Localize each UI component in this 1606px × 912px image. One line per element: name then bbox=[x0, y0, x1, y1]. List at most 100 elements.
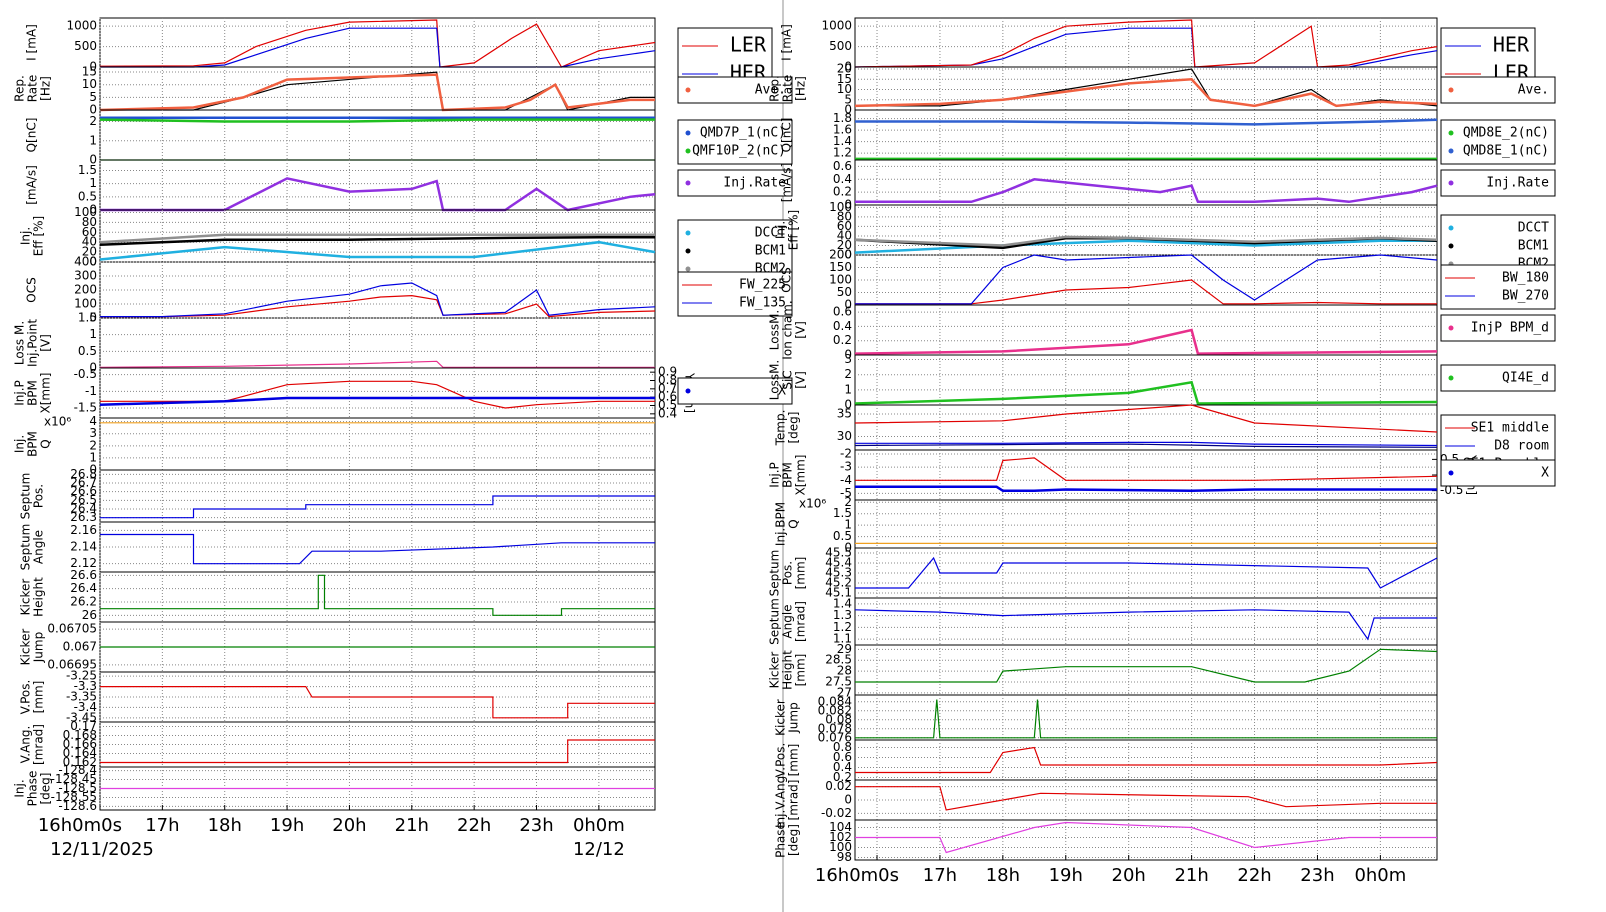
y-tick-label: -3.3 bbox=[74, 679, 97, 693]
y-axis-label: Septum bbox=[19, 524, 33, 571]
y-tick-label: 0 bbox=[844, 793, 852, 807]
x-tick-label: 0h0m bbox=[573, 815, 625, 836]
y-tick-label: 0 bbox=[89, 255, 97, 269]
legend-marker bbox=[685, 388, 691, 394]
y-axis-label: Septum bbox=[768, 550, 782, 597]
series-line bbox=[99, 19, 656, 68]
y-axis-label: [mA/s] bbox=[25, 165, 39, 205]
series-line bbox=[99, 73, 655, 112]
y-axis-label: [V] bbox=[794, 371, 808, 389]
y-axis-label: OCS bbox=[25, 277, 39, 302]
y-tick-label: 1 bbox=[89, 450, 97, 464]
series-line bbox=[855, 441, 1438, 447]
y-tick-label: 0.2 bbox=[833, 185, 852, 199]
y-tick-label: 150 bbox=[829, 260, 852, 274]
legend-box bbox=[677, 76, 793, 104]
y-tick-label: 0.2 bbox=[833, 770, 852, 784]
panel-frame bbox=[854, 354, 1438, 406]
panel-frame bbox=[99, 66, 656, 111]
y-tick-label: 80 bbox=[837, 209, 852, 223]
y-axis-label: Rep. bbox=[13, 75, 27, 102]
y-tick-label: 1 bbox=[844, 518, 852, 532]
y-tick-label: 0.4 bbox=[833, 760, 852, 774]
series-line bbox=[855, 178, 1438, 204]
x-tick-label: 18h bbox=[208, 815, 242, 836]
x-tick-label: 17h bbox=[923, 865, 957, 886]
legend-marker bbox=[1448, 225, 1454, 231]
y-tick-label: 5 bbox=[89, 90, 97, 104]
series-line bbox=[854, 235, 1438, 247]
y-tick-label: 20 bbox=[837, 62, 852, 76]
y-axis-label: X[mm] bbox=[794, 455, 808, 496]
legend-box bbox=[677, 119, 793, 165]
x-tick-label: 19h bbox=[1049, 865, 1083, 886]
legend-label: BW_270 bbox=[1502, 289, 1549, 304]
y-tick-label: 1.6 bbox=[833, 123, 852, 137]
y-tick-label: 1.4 bbox=[833, 596, 852, 610]
y-tick-label: 26.2 bbox=[70, 595, 97, 609]
y-tick-label: 0 bbox=[89, 103, 97, 117]
legend-label: X bbox=[1541, 466, 1549, 481]
y-tick-label: 0.067 bbox=[63, 640, 97, 654]
axis-multiplier: x10⁶ bbox=[44, 415, 71, 429]
series-line bbox=[854, 78, 1438, 108]
y-axis-label: Kicker bbox=[774, 699, 788, 736]
y-tick-label: -128.5 bbox=[58, 781, 97, 795]
y-axis-label: Q[nC] bbox=[780, 118, 794, 153]
legend-label: BW_180 bbox=[1502, 271, 1549, 286]
legend-marker bbox=[685, 266, 691, 272]
y-axis-label: Inj.Point bbox=[26, 319, 40, 367]
y-tick-label: 0 bbox=[89, 311, 97, 325]
series-line bbox=[100, 27, 656, 68]
y-tick-label: 4 bbox=[89, 414, 97, 428]
series-line bbox=[855, 786, 1437, 811]
y-tick-label: -3.25 bbox=[66, 669, 97, 683]
y-tick-label: 0.06705 bbox=[47, 622, 97, 636]
panel-frame bbox=[99, 367, 656, 419]
y-axis-label: Pos. bbox=[781, 561, 795, 585]
y-axis-label: Temp. bbox=[774, 410, 788, 447]
series-line bbox=[100, 495, 655, 519]
y-tick-label: 0.076 bbox=[818, 730, 852, 744]
y-axis-label: Loss M. bbox=[13, 321, 27, 365]
y-tick-label: 3 bbox=[89, 426, 97, 440]
y-tick-label: 0 bbox=[89, 153, 97, 167]
series-line bbox=[854, 19, 1438, 68]
y-tick-label: 26.4 bbox=[70, 502, 97, 516]
y-tick-label: 104 bbox=[829, 820, 852, 834]
y-axis-label: Jump bbox=[32, 632, 46, 663]
y-tick-label: 3 bbox=[844, 352, 852, 366]
y-tick-label: 27.5 bbox=[825, 674, 852, 688]
y-tick-label: 26 bbox=[82, 608, 97, 622]
legend-label: QMF10P_2(nC) bbox=[692, 144, 786, 159]
series-line bbox=[854, 27, 1438, 68]
legend-label: FW_225 bbox=[739, 278, 786, 293]
series-line bbox=[100, 574, 655, 616]
y-tick-label: -4 bbox=[840, 473, 852, 487]
y-axis-label: LossM. bbox=[768, 360, 782, 401]
y-axis-label: Rate bbox=[781, 75, 795, 103]
series-line bbox=[100, 685, 655, 719]
y-tick-label: 10 bbox=[82, 77, 97, 91]
series-line bbox=[854, 443, 1438, 448]
y-axis-label: Height bbox=[781, 650, 795, 690]
y-tick-label: -3 bbox=[840, 460, 852, 474]
y-tick-label: 26.4 bbox=[70, 581, 97, 595]
y-tick-label: -0.5 bbox=[74, 367, 97, 381]
legend-box bbox=[1440, 459, 1556, 487]
legend-label: InjP BPM_d bbox=[1471, 321, 1549, 336]
y-tick-label: -1 bbox=[85, 384, 97, 398]
y-axis-label: [deg] bbox=[39, 773, 53, 805]
y-tick-label: 0.164 bbox=[63, 746, 97, 760]
y-axis-label: Q[nC] bbox=[25, 118, 39, 153]
legend-box bbox=[1440, 364, 1556, 392]
series-line bbox=[99, 118, 655, 123]
y-tick-label: 0.084 bbox=[818, 694, 852, 708]
y-tick-label: -128.6 bbox=[58, 799, 97, 813]
x-tick-label: 22h bbox=[1237, 865, 1271, 886]
y-tick-label: 1 bbox=[89, 133, 97, 147]
y-tick-label: 0.082 bbox=[818, 703, 852, 717]
series-line bbox=[855, 279, 1437, 305]
y-tick-label: 29 bbox=[837, 642, 852, 656]
y-axis-label: [mrad] bbox=[32, 724, 46, 765]
